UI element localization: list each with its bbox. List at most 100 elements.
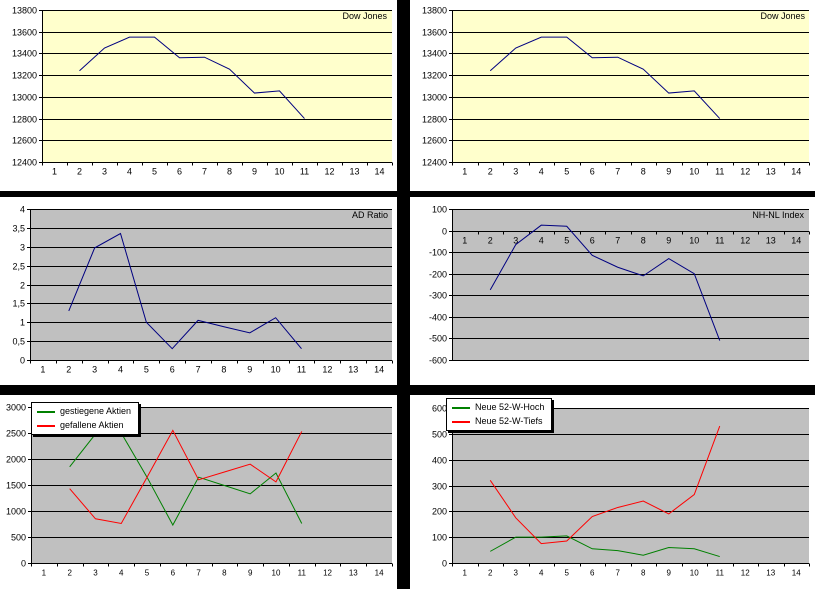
- svg-text:7: 7: [615, 167, 620, 177]
- chart-panel-dow-jones-1: 13800 13600 13400 13200 13000 12800 12600 12400…: [0, 0, 397, 191]
- svg-text:2500: 2500: [6, 429, 26, 439]
- svg-text:6: 6: [590, 167, 595, 177]
- svg-text:300: 300: [432, 482, 447, 492]
- svg-text:2: 2: [67, 569, 72, 578]
- svg-text:1: 1: [20, 318, 25, 328]
- svg-text:13400: 13400: [12, 49, 37, 59]
- svg-text:13: 13: [766, 569, 775, 578]
- svg-text:4: 4: [127, 167, 132, 177]
- svg-text:7: 7: [615, 236, 620, 246]
- dow-jones-line-plot-2: 13800 13600 13400 13200 13000 12800 12600 12400…: [422, 6, 810, 177]
- legend-advancing-declining: gestiegene Aktien gefallene Aktien: [31, 402, 140, 435]
- svg-text:3,5: 3,5: [12, 224, 25, 234]
- chart-title-dow-jones-1: Dow Jones: [342, 11, 387, 21]
- svg-text:11: 11: [298, 569, 307, 578]
- chart-title-nh-nl-index: NH-NL Index: [752, 210, 804, 220]
- green-line-swatch-icon: [452, 406, 470, 409]
- svg-text:13: 13: [349, 167, 359, 177]
- svg-text:13200: 13200: [422, 71, 447, 81]
- svg-text:8: 8: [227, 167, 232, 177]
- svg-text:7: 7: [202, 167, 207, 177]
- svg-text:3: 3: [514, 569, 519, 578]
- svg-text:13800: 13800: [422, 6, 447, 16]
- svg-text:12: 12: [323, 569, 332, 578]
- svg-text:8: 8: [641, 167, 646, 177]
- chart-title-dow-jones-2: Dow Jones: [760, 11, 805, 21]
- legend-label-new-lows: Neue 52-W-Tiefs: [475, 416, 543, 426]
- svg-text:13800: 13800: [12, 6, 37, 16]
- svg-text:14: 14: [375, 569, 384, 578]
- svg-text:14: 14: [791, 236, 801, 246]
- svg-text:7: 7: [196, 569, 201, 578]
- chart-panel-advancing-declining-stocks: 3000 2500 2000 1500 1000 500 0 1 2 3 4 5 6 7 8 9 10 11 12 1…: [0, 395, 397, 589]
- svg-text:-100: -100: [429, 248, 447, 258]
- red-line-swatch-icon: [37, 424, 55, 427]
- svg-text:2: 2: [488, 236, 493, 246]
- svg-text:400: 400: [432, 456, 447, 466]
- svg-text:12400: 12400: [12, 158, 37, 168]
- svg-text:14: 14: [792, 569, 801, 578]
- svg-text:12: 12: [740, 236, 750, 246]
- svg-text:8: 8: [641, 236, 646, 246]
- svg-text:12800: 12800: [12, 115, 37, 125]
- svg-text:13: 13: [766, 167, 776, 177]
- svg-text:4: 4: [539, 236, 544, 246]
- svg-text:100: 100: [432, 205, 447, 215]
- svg-text:1: 1: [462, 167, 467, 177]
- svg-text:1000: 1000: [6, 507, 26, 517]
- svg-text:0,5: 0,5: [12, 337, 25, 347]
- svg-text:10: 10: [689, 236, 699, 246]
- svg-text:8: 8: [221, 365, 226, 375]
- svg-text:7: 7: [616, 569, 621, 578]
- svg-text:5: 5: [152, 167, 157, 177]
- svg-text:2000: 2000: [6, 455, 26, 465]
- svg-text:11: 11: [715, 236, 724, 246]
- svg-text:5: 5: [565, 569, 570, 578]
- legend-label-decliners: gefallene Aktien: [60, 420, 124, 430]
- svg-text:2: 2: [488, 167, 493, 177]
- svg-text:12600: 12600: [422, 136, 447, 146]
- svg-text:12600: 12600: [12, 136, 37, 146]
- svg-text:4: 4: [118, 365, 123, 375]
- svg-text:6: 6: [590, 236, 595, 246]
- svg-text:-200: -200: [429, 270, 447, 280]
- svg-text:0: 0: [442, 227, 447, 237]
- svg-text:100: 100: [432, 533, 447, 543]
- svg-text:2: 2: [20, 281, 25, 291]
- svg-text:6: 6: [590, 569, 595, 578]
- svg-text:5: 5: [564, 236, 569, 246]
- svg-text:0: 0: [442, 559, 447, 569]
- svg-text:2: 2: [66, 365, 71, 375]
- svg-text:11: 11: [300, 167, 309, 177]
- svg-text:12400: 12400: [422, 158, 447, 168]
- svg-text:13600: 13600: [422, 28, 447, 38]
- dow-jones-line-plot-1: 13800 13600 13400 13200 13000 12800 12600 12400…: [12, 6, 393, 177]
- svg-text:12: 12: [322, 365, 332, 375]
- svg-text:14: 14: [791, 167, 801, 177]
- svg-text:-600: -600: [429, 356, 447, 366]
- svg-text:1: 1: [463, 569, 468, 578]
- chart-panel-nh-nl-index: 100 0 -100 -200 -300 -400 -500 -600 1 2 3 4 5 6 7 8 9 10 1…: [410, 197, 815, 385]
- svg-text:3: 3: [92, 365, 97, 375]
- green-line-swatch-icon: [37, 410, 55, 413]
- svg-text:5: 5: [564, 167, 569, 177]
- svg-text:6: 6: [170, 365, 175, 375]
- svg-text:3: 3: [513, 236, 518, 246]
- svg-text:9: 9: [666, 236, 671, 246]
- svg-text:3: 3: [513, 167, 518, 177]
- svg-text:9: 9: [667, 569, 672, 578]
- svg-text:12: 12: [741, 569, 750, 578]
- legend-label-advancers: gestiegene Aktien: [60, 406, 132, 416]
- svg-text:500: 500: [432, 430, 447, 440]
- red-line-swatch-icon: [452, 420, 470, 423]
- svg-text:3: 3: [20, 243, 25, 253]
- svg-text:13: 13: [766, 236, 776, 246]
- svg-text:4: 4: [539, 167, 544, 177]
- svg-text:7: 7: [196, 365, 201, 375]
- svg-text:6: 6: [171, 569, 176, 578]
- svg-text:1: 1: [40, 365, 45, 375]
- svg-text:14: 14: [374, 167, 384, 177]
- svg-text:600: 600: [432, 404, 447, 414]
